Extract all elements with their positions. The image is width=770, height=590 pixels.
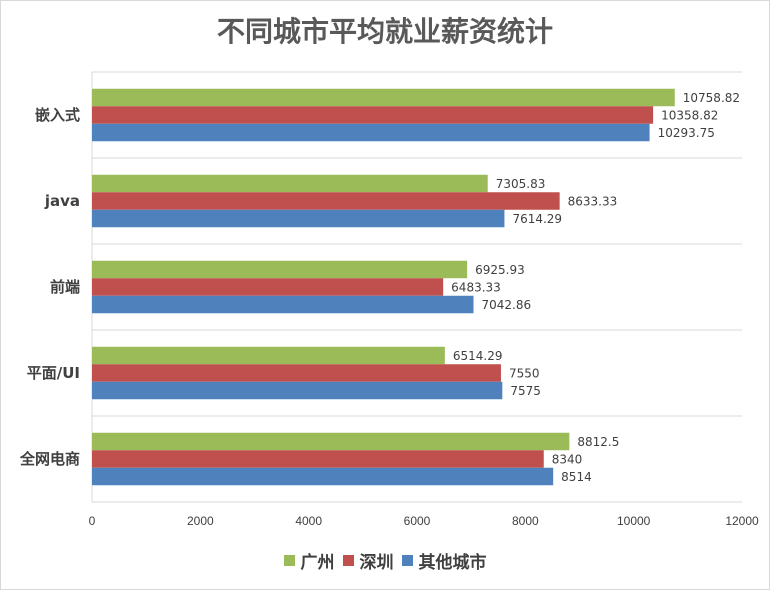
legend-swatch-other-cities [401,555,413,566]
data-label: 10758.82 [683,91,740,105]
data-label: 8340 [552,453,583,467]
legend-swatch-guangzhou [283,555,295,566]
x-tick-label: 2000 [187,514,214,528]
x-tick-label: 6000 [404,514,431,528]
category-label: 嵌入式 [35,106,80,124]
data-label: 7575 [510,384,541,398]
legend-item-other-cities: 其他城市 [401,548,487,573]
data-label: 6514.29 [453,349,503,363]
bar [92,467,554,486]
data-label: 8633.33 [568,195,618,209]
data-label: 7042.86 [481,298,531,312]
legend-swatch-shenzhen [342,555,354,566]
data-label: 7550 [509,367,540,381]
bar [92,88,675,107]
data-label: 8812.5 [577,435,619,449]
bar [92,278,444,296]
bar [92,381,503,400]
bar [92,260,468,279]
category-label: 全网电商 [19,450,80,468]
legend-label-shenzhen: 深圳 [359,553,394,573]
bar [92,192,560,210]
x-tick-label: 0 [89,514,96,528]
x-tick-label: 4000 [295,514,322,528]
data-label: 7614.29 [512,212,562,226]
bar [92,432,570,451]
bar [92,209,505,228]
category-label: 前端 [50,278,80,296]
category-label: java [44,192,80,210]
data-label: 7305.83 [496,177,546,191]
data-label: 6483.33 [451,281,501,295]
x-tick-label: 8000 [512,514,539,528]
bar [92,295,474,314]
data-label: 10293.75 [658,126,715,140]
x-tick-label: 10000 [617,514,651,528]
legend: 广州 深圳 其他城市 [0,548,770,573]
bar [92,106,654,124]
data-label: 10358.82 [661,109,718,123]
chart-title: 不同城市平均就业薪资统计 [216,15,553,48]
data-label: 8514 [561,470,592,484]
legend-item-shenzhen: 深圳 [342,548,394,573]
x-tick-label: 12000 [725,514,759,528]
category-label: 平面/UI [27,364,80,382]
bar [92,450,544,468]
legend-item-guangzhou: 广州 [283,548,335,573]
bar [92,346,445,365]
bar [92,364,501,382]
data-label: 6925.93 [475,263,525,277]
legend-label-other-cities: 其他城市 [418,553,487,573]
bar [92,174,488,193]
bar [92,123,650,142]
legend-label-guangzhou: 广州 [300,553,335,573]
